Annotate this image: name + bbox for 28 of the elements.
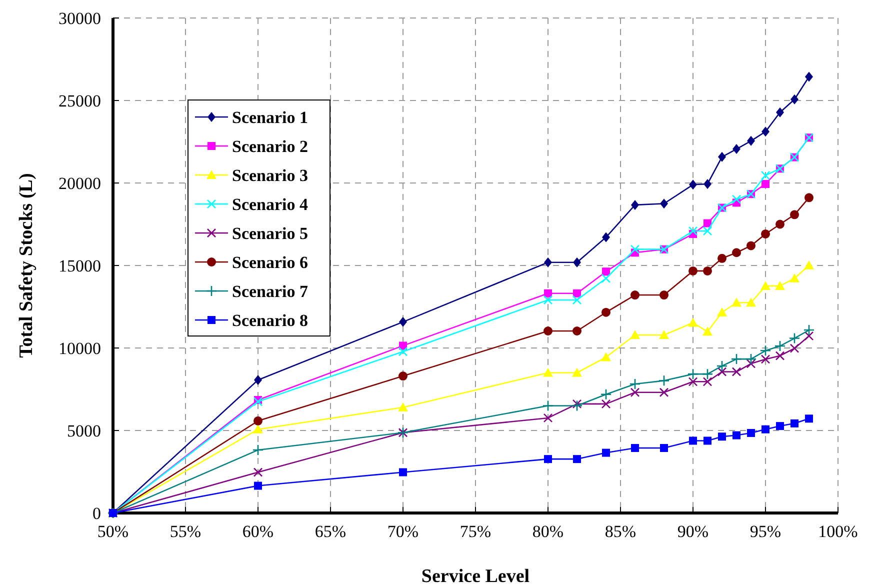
x-tick-label: 90% (677, 522, 709, 541)
legend-label: Scenario 5 (232, 224, 308, 243)
y-tick-label: 0 (92, 504, 101, 523)
x-tick-label: 85% (604, 522, 636, 541)
y-tick-label: 30000 (58, 9, 101, 28)
x-tick-label: 70% (387, 522, 419, 541)
y-tick-label: 5000 (67, 422, 101, 440)
x-tick-label: 65% (314, 522, 346, 541)
x-tick-label: 75% (460, 522, 492, 541)
legend-label: Scenario 6 (232, 253, 308, 272)
x-tick-label: 95% (750, 522, 782, 541)
legend-label: Scenario 7 (232, 282, 309, 301)
y-axis-title: Total Safety Stocks (L) (16, 173, 37, 358)
x-tick-label: 50% (97, 522, 129, 541)
y-tick-label: 10000 (58, 339, 101, 358)
y-tick-label: 25000 (58, 92, 101, 110)
x-tick-label: 100% (818, 522, 858, 541)
x-tick-label: 80% (532, 522, 564, 541)
x-axis-title: Service Level (421, 566, 530, 587)
legend-label: Scenario 8 (232, 311, 308, 330)
legend-label: Scenario 1 (232, 108, 308, 127)
legend-label: Scenario 3 (232, 166, 308, 185)
legend-label: Scenario 2 (232, 137, 308, 156)
y-tick-label: 15000 (58, 256, 101, 276)
legend-label: Scenario 4 (232, 195, 309, 214)
x-tick-label: 60% (242, 522, 274, 541)
x-tick-label: 55% (170, 522, 202, 541)
y-tick-label: 20000 (58, 174, 101, 193)
